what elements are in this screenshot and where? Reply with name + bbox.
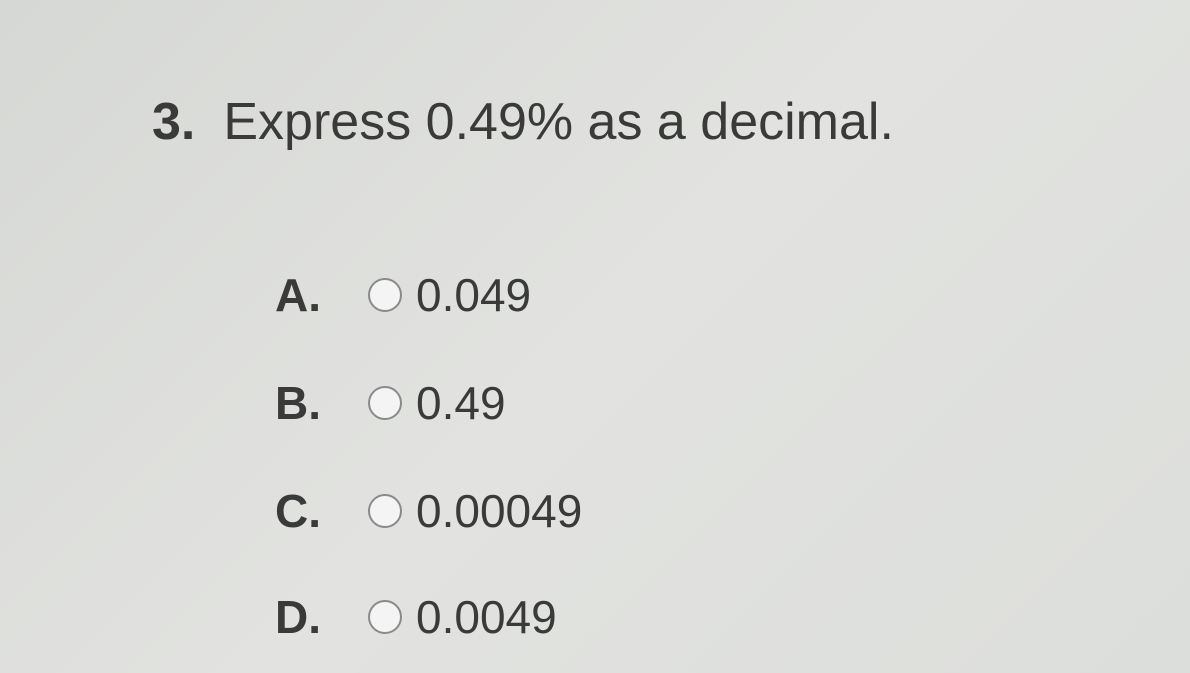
option-value: 0.49: [416, 377, 506, 429]
radio-button[interactable]: [368, 386, 402, 420]
radio-button[interactable]: [368, 494, 402, 528]
question: 3. Express 0.49% as a decimal.: [152, 92, 894, 152]
option-letter: D.: [275, 591, 321, 643]
question-text: Express 0.49% as a decimal.: [223, 93, 894, 151]
option-letter: C.: [275, 485, 321, 537]
option-letter: B.: [275, 377, 321, 429]
option-value: 0.00049: [416, 485, 583, 537]
question-number: 3.: [152, 93, 196, 151]
option-a[interactable]: A. 0.049: [275, 268, 531, 322]
radio-button[interactable]: [368, 278, 402, 312]
option-value: 0.0049: [416, 591, 557, 643]
option-value: 0.049: [416, 269, 532, 321]
option-d[interactable]: D. 0.0049: [275, 590, 557, 644]
radio-button[interactable]: [368, 600, 402, 634]
option-letter: A.: [275, 269, 321, 321]
option-b[interactable]: B. 0.49: [275, 376, 506, 430]
option-c[interactable]: C. 0.00049: [275, 484, 582, 538]
